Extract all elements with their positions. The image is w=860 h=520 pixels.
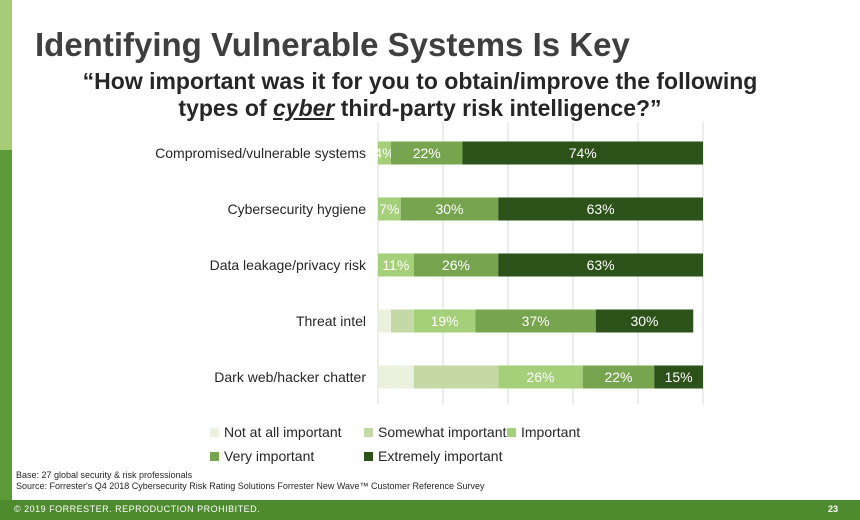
data-label: 19% <box>431 313 459 329</box>
category-label-threat-intel: Threat intel <box>296 313 366 329</box>
footer-bar: © 2019 FORRESTER. REPRODUCTION PROHIBITE… <box>0 500 860 520</box>
data-label: 22% <box>604 369 632 385</box>
legend-swatch <box>364 427 373 437</box>
page-title: Identifying Vulnerable Systems Is Key <box>35 26 630 63</box>
bar-segment-very-important-data-leakage-privacy-risk <box>413 253 499 277</box>
legend-item-very-important: Very important <box>210 448 314 464</box>
stacked-bar-chart: Compromised/vulnerable systems 4% 22% 74% Cy… <box>155 122 704 404</box>
legend-label: Not at all important <box>224 424 342 440</box>
bar-segment-not-at-all-important-dark-web-hacker-chatter <box>378 365 414 389</box>
legend-swatch <box>364 451 373 461</box>
legend-swatch <box>507 427 516 437</box>
data-label: 37% <box>522 313 550 329</box>
survey-question-line-2: types of cyber third-party risk intellig… <box>60 95 780 122</box>
bar-segment-very-important-cybersecurity-hygiene <box>400 197 499 221</box>
chart-notes: Base: 27 global security & risk professi… <box>16 470 485 492</box>
category-label-compromised-vulnerable-systems: Compromised/vulnerable systems <box>155 145 366 161</box>
bar-segment-very-important-dark-web-hacker-chatter <box>582 365 655 389</box>
bar-segment-extremely-important-cybersecurity-hygiene <box>498 197 703 221</box>
category-label-data-leakage-privacy-risk: Data leakage/privacy risk <box>210 257 367 273</box>
bar-segment-important-data-leakage-privacy-risk <box>378 253 414 277</box>
legend-swatch <box>210 451 219 461</box>
data-label: 7% <box>379 201 399 217</box>
bar-segment-extremely-important-dark-web-hacker-chatter <box>654 365 703 389</box>
legend-swatch <box>210 427 219 437</box>
bar-segment-important-threat-intel <box>413 309 476 333</box>
left-accent-band-light <box>0 0 12 150</box>
category-label-dark-web-hacker-chatter: Dark web/hacker chatter <box>214 369 366 385</box>
data-label: 15% <box>665 369 693 385</box>
bar-segment-not-at-all-important-threat-intel <box>378 309 391 333</box>
data-label: 22% <box>413 145 441 161</box>
data-label: 63% <box>587 257 615 273</box>
source-note: Source: Forrester's Q4 2018 Cybersecurit… <box>16 481 485 491</box>
legend-label: Somewhat important <box>378 424 507 440</box>
bar-segment-very-important-threat-intel <box>475 309 596 333</box>
data-label: 26% <box>442 257 470 273</box>
legend-item-extremely-important: Extremely important <box>364 448 502 464</box>
data-label: 11% <box>382 257 409 273</box>
survey-question-line-1: “How important was it for you to obtain/… <box>82 68 758 94</box>
data-label: 26% <box>526 369 554 385</box>
bar-segment-important-compromised-vulnerable-systems <box>378 141 391 165</box>
bar-segment-very-important-compromised-vulnerable-systems <box>391 141 463 165</box>
page-number: 23 <box>827 504 838 514</box>
survey-question-part-1: types of <box>178 95 273 121</box>
survey-question: “How important was it for you to obtain/… <box>60 68 780 122</box>
legend-label: Important <box>521 424 581 440</box>
data-label: 74% <box>569 145 597 161</box>
bar-segment-extremely-important-compromised-vulnerable-systems <box>462 141 703 165</box>
bar-segment-extremely-important-threat-intel <box>595 309 694 333</box>
data-label: 63% <box>587 201 615 217</box>
bar-segment-extremely-important-data-leakage-privacy-risk <box>498 253 703 277</box>
bar-segment-somewhat-important-threat-intel <box>391 309 414 333</box>
bar-segment-important-cybersecurity-hygiene <box>378 197 401 221</box>
category-label-cybersecurity-hygiene: Cybersecurity hygiene <box>227 201 366 217</box>
survey-question-part-2: third-party risk intelligence?” <box>334 95 662 121</box>
survey-question-emphasis: cyber <box>273 95 335 121</box>
legend-item-somewhat-important: Somewhat important <box>364 424 506 440</box>
base-note: Base: 27 global security & risk professi… <box>16 470 193 480</box>
copyright-text: © 2019 FORRESTER. REPRODUCTION PROHIBITE… <box>14 504 261 514</box>
legend-item-not-at-all-important: Not at all important <box>210 424 342 440</box>
legend-label: Very important <box>224 448 315 464</box>
bar-segment-important-dark-web-hacker-chatter <box>498 365 583 389</box>
bar-segment-somewhat-important-dark-web-hacker-chatter <box>413 365 499 389</box>
data-label: 4% <box>374 145 394 161</box>
data-label: 30% <box>435 201 463 217</box>
legend-label: Extremely important <box>378 448 503 464</box>
data-label: 30% <box>630 313 658 329</box>
legend-item-important: Important <box>507 424 580 440</box>
